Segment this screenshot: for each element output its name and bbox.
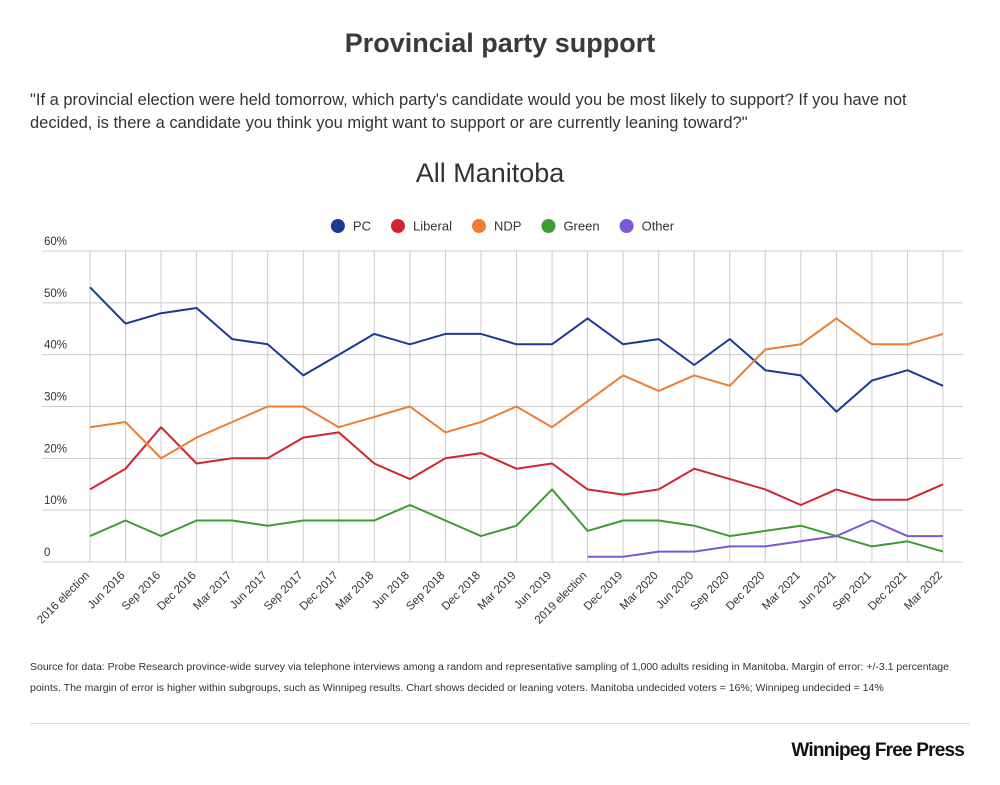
legend-label: NDP: [494, 219, 521, 234]
legend-marker: [541, 219, 556, 233]
series-line: [89, 426, 944, 506]
chart: All Manitoba 0 10% 20% 30% 40% 50% 60% 2016 ele…: [35, 158, 963, 627]
legend-marker: [390, 219, 405, 233]
x-tick-label: Mar 2022: [902, 570, 945, 613]
x-tick-label: Dec 2019: [582, 570, 625, 613]
x-tick-label: Mar 2021: [760, 570, 803, 613]
legend-marker: [471, 219, 486, 233]
legend-label: PC: [353, 219, 371, 234]
y-tick-label: 60%: [44, 236, 67, 248]
x-tick-label: Dec 2016: [155, 570, 198, 613]
y-tick-label: 50%: [44, 288, 67, 300]
legend-marker: [330, 219, 345, 233]
x-tick-label: 2016 election: [35, 570, 92, 627]
y-tick-label: 20%: [44, 443, 67, 455]
source-note: Source for data: Probe Research province…: [30, 661, 949, 694]
x-tick-label: Dec 2021: [866, 570, 909, 613]
series-line: [587, 519, 943, 558]
x-tick-label: Mar 2019: [476, 570, 519, 613]
y-tick-label: 40%: [44, 340, 67, 352]
x-tick-label: Dec 2018: [440, 570, 483, 613]
series-line: [89, 488, 944, 553]
brand: Winnipeg Free Press: [791, 740, 964, 761]
x-tick-label: Mar 2017: [191, 570, 234, 613]
x-tick-label: Dec 2020: [724, 570, 767, 613]
subtitle: "If a provincial election were held tomo…: [30, 91, 907, 132]
x-tick-label: Mar 2020: [618, 570, 661, 613]
series-line: [89, 317, 944, 460]
x-tick-label: Mar 2018: [334, 570, 377, 613]
divider: [30, 723, 970, 724]
x-tick-label: Dec 2017: [298, 570, 341, 613]
legend-label: Liberal: [413, 219, 452, 234]
y-tick-label: 0: [44, 547, 50, 559]
legend-label: Other: [642, 219, 675, 234]
legend: PC Liberal NDP Green Other: [330, 219, 675, 234]
series-line: [89, 286, 944, 413]
chart-title: All Manitoba: [416, 158, 566, 188]
page-title: Provincial party support: [344, 28, 656, 58]
y-tick-label: 30%: [44, 392, 67, 404]
y-tick-label: 10%: [44, 495, 67, 507]
legend-label: Green: [563, 219, 599, 234]
legend-marker: [619, 219, 634, 233]
